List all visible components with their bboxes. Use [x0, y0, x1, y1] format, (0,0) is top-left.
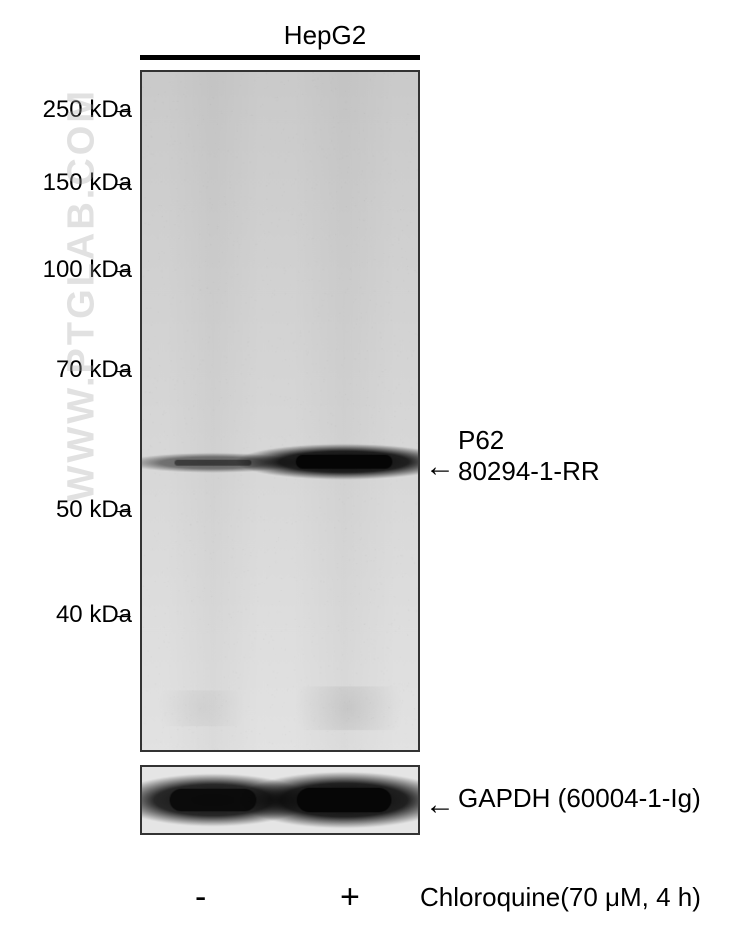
control-blot-panel	[140, 765, 420, 835]
treatment-label: Chloroquine(70 μM, 4 h)	[420, 882, 701, 913]
mw-arrow-icon: →	[110, 597, 136, 628]
target-label: P62 80294-1-RR	[458, 425, 600, 487]
target-name-line2: 80294-1-RR	[458, 456, 600, 486]
figure-container: WWW.PTGLAB.COM HepG2 250 kDa→150 kDa→100…	[0, 0, 750, 950]
treatment-plus: +	[340, 878, 360, 917]
control-arrow-icon: ←	[425, 788, 455, 822]
target-arrow-icon: ←	[425, 450, 455, 484]
control-blot-canvas	[142, 767, 418, 833]
mw-arrow-icon: →	[110, 165, 136, 196]
treatment-minus: -	[195, 878, 206, 917]
mw-arrow-icon: →	[110, 92, 136, 123]
sample-bracket	[140, 55, 420, 60]
watermark-text: WWW.PTGLAB.COM	[61, 88, 104, 501]
main-blot-panel	[140, 70, 420, 752]
mw-arrow-icon: →	[110, 252, 136, 283]
main-blot-canvas	[142, 72, 418, 750]
control-label: GAPDH (60004-1-Ig)	[458, 783, 701, 814]
mw-arrow-icon: →	[110, 492, 136, 523]
mw-arrow-icon: →	[110, 352, 136, 383]
target-name-line1: P62	[458, 425, 504, 455]
sample-label: HepG2	[225, 20, 425, 51]
